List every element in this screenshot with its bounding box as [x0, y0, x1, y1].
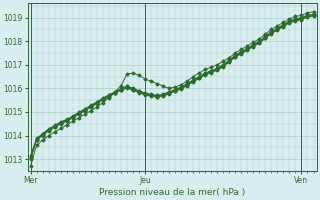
X-axis label: Pression niveau de la mer( hPa ): Pression niveau de la mer( hPa )	[99, 188, 245, 197]
